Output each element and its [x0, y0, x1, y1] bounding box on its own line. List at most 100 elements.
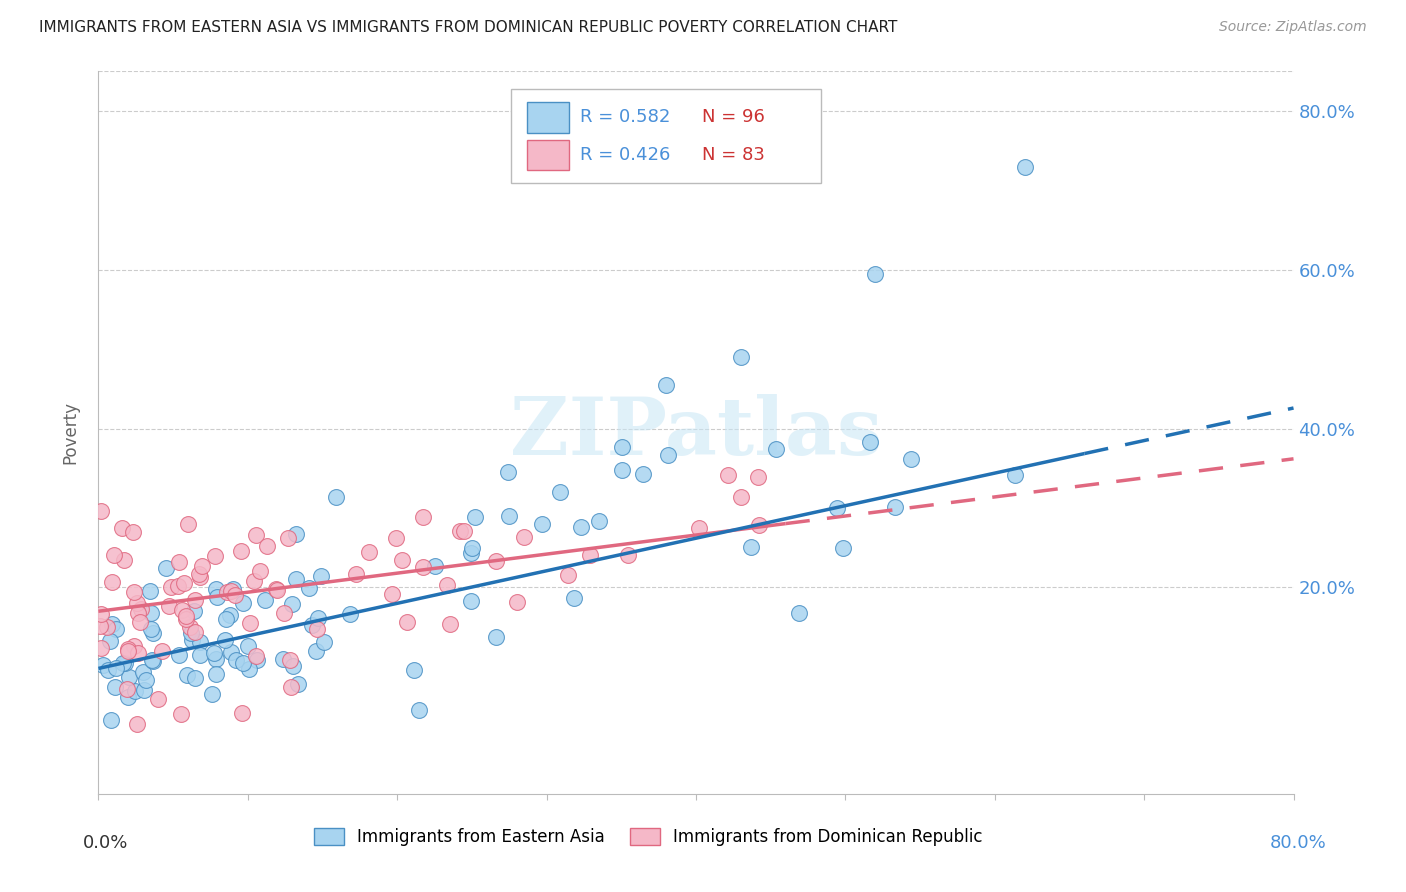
- Point: [91, 658, 114, 673]
- Point: [485, 554, 508, 568]
- Point: [287, 676, 309, 690]
- Point: [184, 671, 207, 685]
- Point: [357, 545, 380, 559]
- Point: [900, 451, 922, 466]
- Text: R = 0.582: R = 0.582: [581, 108, 671, 126]
- Point: [610, 441, 633, 455]
- Point: [246, 653, 269, 667]
- Point: [461, 541, 484, 555]
- Point: [115, 681, 138, 696]
- Point: [90, 504, 112, 518]
- Point: [205, 582, 228, 596]
- Point: [215, 612, 238, 626]
- Point: [273, 607, 295, 621]
- Point: [284, 572, 307, 586]
- Point: [129, 615, 152, 629]
- Point: [159, 580, 181, 594]
- Point: [305, 644, 328, 658]
- Point: [173, 575, 195, 590]
- Point: [657, 448, 679, 462]
- Point: [298, 581, 321, 595]
- Point: [439, 616, 461, 631]
- Point: [217, 584, 239, 599]
- Point: [214, 633, 236, 648]
- Point: [385, 531, 408, 545]
- Point: [464, 510, 486, 524]
- Point: [243, 574, 266, 589]
- Point: [167, 555, 190, 569]
- Text: ZIPatlas: ZIPatlas: [510, 393, 882, 472]
- Point: [245, 649, 267, 664]
- Point: [498, 466, 520, 480]
- Point: [100, 575, 122, 590]
- Point: [612, 463, 634, 477]
- Point: [305, 622, 328, 636]
- Point: [280, 680, 302, 694]
- Point: [245, 528, 267, 542]
- Point: [112, 553, 135, 567]
- Point: [307, 611, 329, 625]
- Point: [412, 510, 434, 524]
- Point: [176, 612, 198, 626]
- Point: [748, 518, 770, 533]
- Point: [617, 548, 640, 562]
- Point: [201, 687, 224, 701]
- Point: [96, 620, 118, 634]
- Point: [716, 468, 738, 483]
- Point: [142, 654, 165, 668]
- Text: 80.0%: 80.0%: [1270, 834, 1326, 852]
- Point: [569, 519, 592, 533]
- Point: [104, 681, 127, 695]
- Point: [231, 706, 253, 720]
- Point: [188, 567, 211, 582]
- Point: [221, 584, 243, 599]
- Point: [122, 639, 145, 653]
- Text: N = 96: N = 96: [702, 108, 765, 126]
- Point: [264, 582, 287, 596]
- Point: [381, 587, 404, 601]
- Point: [117, 690, 139, 705]
- Point: [281, 659, 304, 673]
- Point: [249, 565, 271, 579]
- Point: [884, 500, 907, 514]
- Point: [325, 490, 347, 504]
- Point: [117, 642, 139, 657]
- Point: [765, 442, 787, 456]
- Point: [191, 559, 214, 574]
- Point: [124, 684, 146, 698]
- Point: [122, 525, 145, 540]
- Point: [205, 591, 228, 605]
- Point: [506, 595, 529, 609]
- Point: [181, 632, 204, 647]
- Point: [548, 485, 571, 500]
- Point: [129, 601, 152, 615]
- Point: [141, 652, 163, 666]
- Point: [271, 652, 294, 666]
- Point: [114, 656, 136, 670]
- Point: [127, 596, 149, 610]
- Text: N = 83: N = 83: [702, 146, 765, 164]
- Point: [436, 578, 458, 592]
- Point: [485, 630, 508, 644]
- Point: [219, 645, 242, 659]
- Point: [344, 566, 367, 581]
- Point: [281, 598, 304, 612]
- Point: [391, 553, 413, 567]
- Point: [239, 616, 262, 631]
- Point: [222, 582, 245, 597]
- Point: [562, 591, 585, 605]
- Point: [118, 670, 141, 684]
- Point: [278, 653, 301, 667]
- Point: [309, 568, 332, 582]
- Point: [105, 622, 128, 636]
- Point: [530, 516, 553, 531]
- Legend: Immigrants from Eastern Asia, Immigrants from Dominican Republic: Immigrants from Eastern Asia, Immigrants…: [305, 820, 991, 855]
- Point: [155, 560, 177, 574]
- Point: [117, 644, 139, 658]
- Point: [139, 583, 162, 598]
- Point: [90, 640, 112, 655]
- Point: [460, 546, 482, 560]
- Point: [404, 663, 426, 677]
- Point: [396, 615, 419, 629]
- Point: [284, 527, 307, 541]
